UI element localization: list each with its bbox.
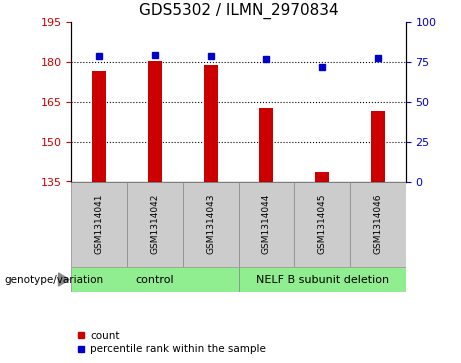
Legend: count, percentile rank within the sample: count, percentile rank within the sample	[77, 331, 266, 354]
Bar	[71, 182, 127, 267]
Bar	[260, 108, 273, 182]
Text: genotype/variation: genotype/variation	[5, 274, 104, 285]
Bar	[183, 182, 238, 267]
Bar	[71, 267, 239, 292]
Text: control: control	[136, 274, 174, 285]
Bar	[315, 172, 329, 182]
Bar	[127, 182, 183, 267]
Text: GSM1314043: GSM1314043	[206, 194, 215, 254]
Polygon shape	[59, 273, 69, 286]
Bar	[204, 65, 218, 182]
Bar	[238, 267, 406, 292]
Text: GSM1314046: GSM1314046	[373, 194, 382, 254]
Title: GDS5302 / ILMN_2970834: GDS5302 / ILMN_2970834	[139, 3, 338, 19]
Text: GSM1314041: GSM1314041	[95, 194, 104, 254]
Bar	[294, 182, 350, 267]
Text: GSM1314044: GSM1314044	[262, 194, 271, 254]
Bar	[238, 182, 294, 267]
Bar	[371, 111, 385, 182]
Text: GSM1314045: GSM1314045	[318, 194, 327, 254]
Text: NELF B subunit deletion: NELF B subunit deletion	[255, 274, 389, 285]
Text: GSM1314042: GSM1314042	[150, 194, 160, 254]
Bar	[350, 182, 406, 267]
Bar	[148, 61, 162, 182]
Bar	[92, 71, 106, 182]
